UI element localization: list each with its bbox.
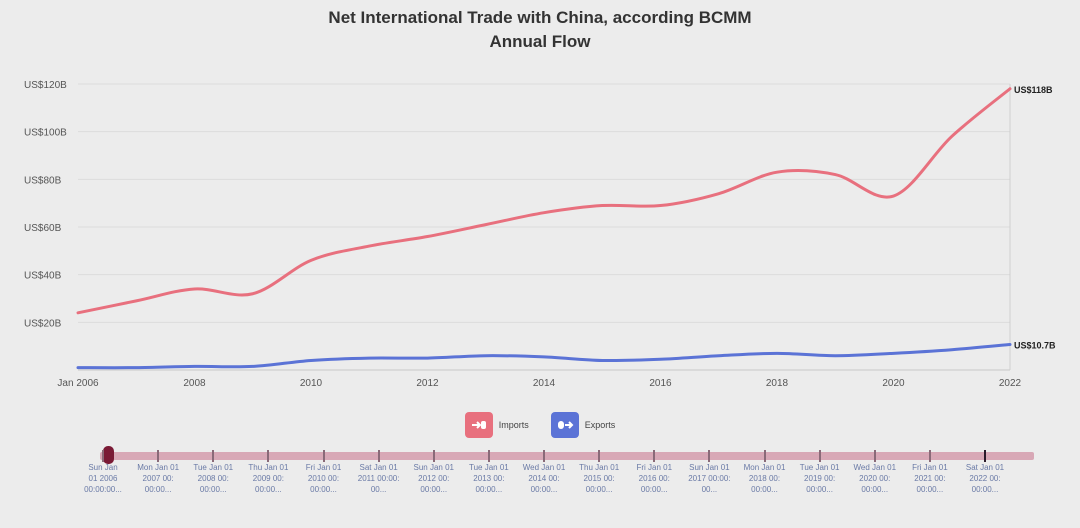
chart-legend: Imports Exports xyxy=(0,412,1080,438)
x-tick-label: 2008 xyxy=(183,378,206,389)
timeline-tick xyxy=(543,450,545,462)
timeline-label[interactable]: Thu Jan 01 2015 00: 00:00... xyxy=(579,463,620,494)
chart-title: Net International Trade with China, acco… xyxy=(328,8,752,27)
legend-item-exports[interactable]: Exports xyxy=(550,412,616,438)
timeline-label[interactable]: Sun Jan 01 2012 00: 00:00... xyxy=(413,463,454,494)
timeline-label[interactable]: Fri Jan 01 2021 00: 00:00... xyxy=(912,463,948,494)
x-tick-label: 2018 xyxy=(766,378,789,389)
chart-subtitle: Annual Flow xyxy=(489,32,591,51)
timeline-label[interactable]: Tue Jan 01 2008 00: 00:00... xyxy=(193,463,234,494)
timeline-tick xyxy=(377,450,380,462)
timeline-label[interactable]: Tue Jan 01 2019 00: 00:00... xyxy=(799,463,840,494)
series-end-label: US$118B xyxy=(1014,85,1053,95)
timeline-slider-track[interactable] xyxy=(100,452,1034,460)
timeline-label[interactable]: Sat Jan 01 2011 00:00: 00... xyxy=(357,463,400,494)
timeline-label[interactable]: Mon Jan 01 2007 00: 00:00... xyxy=(137,463,180,494)
x-tick-label: 2016 xyxy=(649,378,672,389)
x-tick-label: 2022 xyxy=(999,378,1022,389)
legend-label-exports: Exports xyxy=(584,420,616,430)
timeline-tick xyxy=(873,450,876,462)
timeline-label[interactable]: Wed Jan 01 2014 00: 00:00... xyxy=(522,463,566,494)
series-line-exports xyxy=(76,342,1012,370)
timeline-tick xyxy=(322,450,325,462)
timeline-label[interactable]: Fri Jan 01 2016 00: 00:00... xyxy=(636,463,673,494)
x-tick-label: 2020 xyxy=(882,378,905,389)
legend-item-imports[interactable]: Imports xyxy=(464,412,529,438)
timeline-label[interactable]: Sun Jan 01 2006 00:00:00... xyxy=(84,463,122,494)
timeline-label[interactable]: Mon Jan 01 2018 00: 00:00... xyxy=(743,463,786,494)
y-tick-label: US$40B xyxy=(24,271,62,282)
x-tick-label: 2010 xyxy=(300,378,323,389)
x-tick-label: 2014 xyxy=(533,378,556,389)
timeline-label[interactable]: Tue Jan 01 2013 00: 00:00... xyxy=(469,463,509,494)
timeline-label[interactable]: Sun Jan 01 2017 00:00: 00... xyxy=(688,463,731,494)
export-icon xyxy=(550,412,579,438)
timeline-tick xyxy=(487,450,490,462)
y-tick-label: US$100B xyxy=(24,128,67,139)
timeline-tick xyxy=(708,450,711,462)
timeline-label[interactable]: Thu Jan 01 2009 00: 00:00... xyxy=(248,463,289,494)
timeline-tick xyxy=(157,450,160,462)
timeline-tick xyxy=(212,450,215,462)
timeline-tick xyxy=(928,450,931,462)
legend-label-imports: Imports xyxy=(498,420,529,430)
y-tick-label: US$80B xyxy=(24,175,62,186)
y-tick-label: US$60B xyxy=(24,223,62,234)
timeline-label[interactable]: Sat Jan 01 2022 00: 00:00... xyxy=(965,463,1005,494)
x-tick-label: 2012 xyxy=(416,378,439,389)
timeline-tick xyxy=(653,450,656,462)
timeline-tick xyxy=(984,450,986,462)
timeline-tick xyxy=(818,450,821,462)
timeline-tick xyxy=(763,450,766,462)
timeline-tick xyxy=(598,450,601,462)
series-line-imports xyxy=(76,87,1012,315)
timeline-tick xyxy=(102,450,104,462)
timeline-label[interactable]: Fri Jan 01 2010 00: 00:00... xyxy=(305,463,342,494)
y-tick-label: US$20B xyxy=(24,318,62,329)
timeline-slider-handle[interactable] xyxy=(103,446,114,464)
timeline-label[interactable]: Wed Jan 01 2020 00: 00:00... xyxy=(853,463,897,494)
x-tick-label: Jan 2006 xyxy=(57,378,99,389)
timeline-tick xyxy=(267,450,270,462)
series-end-label: US$10.7B xyxy=(1014,340,1056,350)
import-icon xyxy=(464,412,493,438)
timeline-tick xyxy=(432,450,435,462)
y-tick-label: US$120B xyxy=(24,80,67,91)
